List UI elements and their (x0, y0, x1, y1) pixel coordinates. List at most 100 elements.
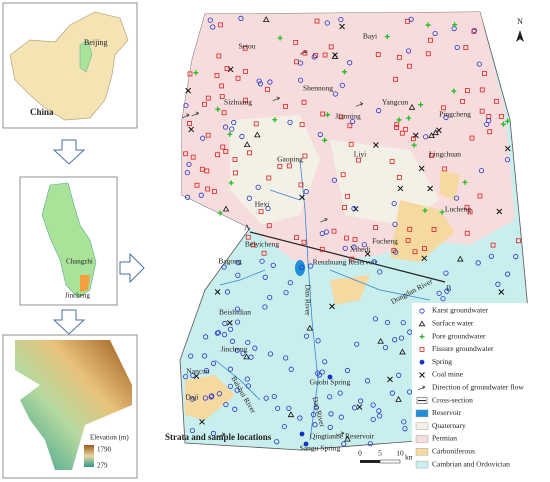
flow-marker (336, 431, 345, 437)
fissure-marker (319, 246, 325, 252)
fissure-marker (412, 249, 418, 255)
mine-marker (329, 303, 335, 310)
fissure-marker (302, 50, 308, 56)
fissure-marker (355, 157, 361, 163)
karst-marker (475, 260, 481, 266)
karst-marker (476, 61, 482, 67)
karst-marker (234, 387, 240, 393)
karst-marker (281, 423, 287, 430)
karst-marker (262, 274, 268, 280)
karst-marker (406, 389, 413, 395)
fissure-marker (352, 237, 358, 242)
karst-marker (392, 221, 398, 227)
mine-marker (412, 132, 419, 139)
place-label: Jianning (335, 112, 361, 121)
karst-marker (342, 245, 348, 251)
cross-marker (416, 397, 428, 404)
legend-label: Direction of groundwater flow (432, 383, 524, 392)
pore-marker (500, 121, 506, 127)
karst-marker (324, 20, 330, 26)
karst-marker (377, 413, 383, 419)
karst-marker (227, 366, 234, 372)
karst-marker (396, 372, 402, 378)
pore-marker (439, 209, 445, 215)
karst-marker (352, 405, 358, 411)
karst-marker (257, 81, 264, 87)
fissure-marker (467, 209, 473, 215)
pore-marker (228, 180, 234, 186)
fissure-marker (202, 101, 207, 107)
place-label: Nancun (186, 367, 210, 376)
fissure-marker (328, 44, 334, 50)
karst-marker (361, 242, 367, 248)
karst-marker (327, 424, 333, 430)
fissure-marker (250, 242, 256, 248)
fissure-marker (219, 83, 225, 89)
pore-marker (505, 118, 511, 124)
karst-marker (222, 124, 229, 130)
fissure-marker (313, 53, 319, 58)
karst-marker (283, 355, 289, 361)
karst-marker (444, 288, 450, 294)
fissure-marker (253, 121, 259, 127)
fissure-marker (482, 71, 487, 76)
fissure-marker (266, 223, 272, 229)
legend-label: Quaternary (432, 421, 466, 430)
scale-tick: 0 (358, 449, 362, 458)
karst-marker (478, 167, 485, 174)
scale-tick: 10 (396, 449, 404, 458)
karst-marker (263, 395, 269, 401)
karst-marker (338, 16, 344, 23)
karst-marker (203, 368, 210, 374)
fissure-marker (314, 18, 320, 24)
arrow (52, 309, 86, 335)
pore-marker (193, 70, 199, 76)
karst-marker (252, 345, 258, 351)
scale-tick: 5 (378, 449, 382, 458)
karst-marker (255, 184, 261, 190)
mine-marker (226, 319, 233, 326)
fissure-marker (428, 37, 433, 43)
cross-section-start: A (244, 223, 250, 232)
area-swatch (415, 409, 429, 418)
karst-marker (351, 244, 357, 250)
pore-marker (384, 34, 390, 40)
karst-marker (327, 394, 333, 400)
place-label: Guobi Spring (310, 378, 351, 387)
karst-marker (190, 372, 196, 379)
fissure-marker (471, 28, 477, 34)
flow-marker (355, 102, 364, 107)
legend-label: Karst groundwater (432, 306, 489, 315)
place-label: Jincheng (221, 345, 248, 354)
karst-marker (286, 405, 292, 411)
mine-marker (339, 23, 345, 30)
karst-marker (227, 326, 234, 332)
karst-marker (245, 339, 251, 346)
karst-marker (351, 205, 357, 212)
karst-marker (185, 194, 191, 200)
fissure-marker (233, 170, 238, 176)
place-label: Shennong (303, 84, 333, 93)
scale-bar (379, 459, 401, 464)
fissure-marker (487, 129, 493, 135)
area-swatch (415, 422, 429, 430)
karst-marker (350, 118, 356, 125)
karst-marker (221, 264, 227, 270)
fissure-marker (348, 141, 354, 147)
karst-marker (224, 289, 231, 295)
fissure-marker (460, 98, 465, 104)
karst-marker (235, 260, 241, 266)
mine-marker (332, 52, 338, 58)
karst-marker (244, 376, 250, 382)
fissure-marker (205, 132, 211, 138)
place-label: Beishidian (219, 308, 251, 317)
flow-marker (182, 113, 190, 119)
legend-label: Reservoir (432, 408, 462, 417)
fissure-marker (342, 205, 347, 210)
fissure-marker (224, 66, 230, 71)
fissure-marker (375, 52, 381, 57)
colorbar-title: Elevation (m) (90, 434, 129, 442)
mine-marker (504, 145, 511, 152)
fissure-marker (407, 63, 412, 69)
karst-marker (267, 79, 273, 85)
